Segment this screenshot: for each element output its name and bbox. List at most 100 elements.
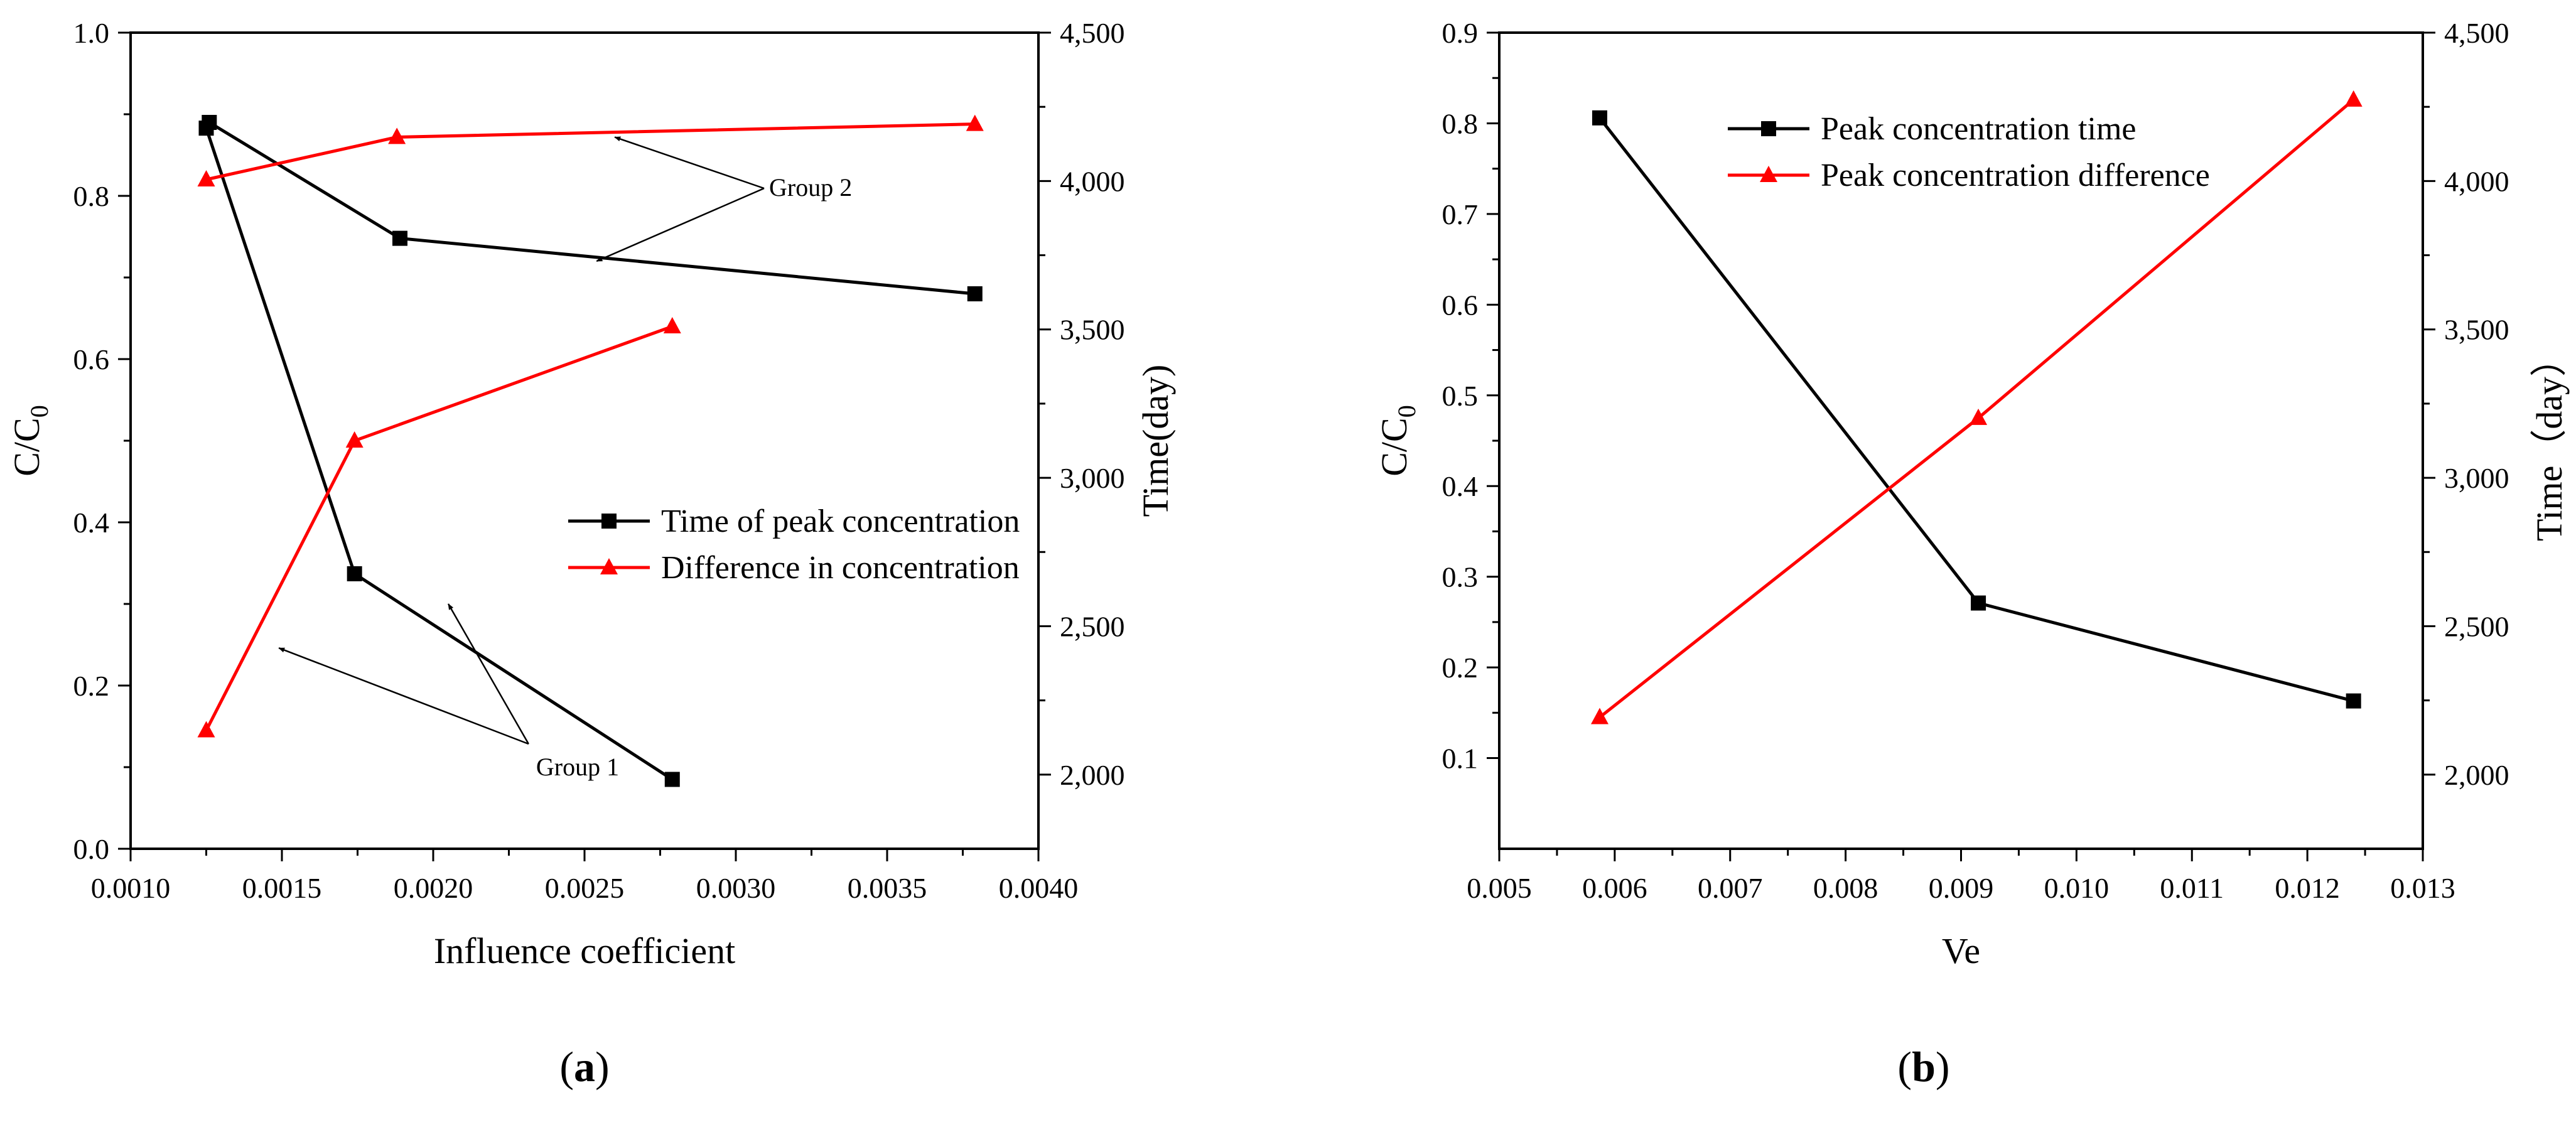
y-left-axis-label-main: C/C (6, 417, 47, 476)
panel-b: 0.005 0.006 0.007 0.008 0.009 0.010 0.011 0.012… (1374, 17, 2570, 1090)
legend-entry: Peak concentration difference (1821, 158, 2210, 193)
y-right-tick-label: 3,500 (1060, 314, 1125, 346)
y-left-tick-label: 0.3 (1442, 561, 1479, 593)
y-left-tick-label: 0.8 (73, 180, 110, 212)
y-left-tick-label: 0.4 (1442, 470, 1479, 502)
x-tick-label: 0.008 (1813, 872, 1878, 904)
y-left-tick-label: 0.7 (1442, 198, 1479, 230)
data-point-triangle (2344, 90, 2363, 107)
legend-entry: Peak concentration time (1821, 111, 2136, 147)
data-point-square (1971, 595, 1986, 611)
annotation-2: Group 1 (278, 603, 619, 781)
y-left-tick-label: 1.0 (73, 17, 110, 49)
y-right-axis-label: Time(day) (1135, 365, 1176, 517)
y-left-tick-label: 0.8 (1442, 107, 1479, 139)
x-tick-label: 0.009 (1929, 872, 1994, 904)
x-tick-label: 0.013 (2390, 872, 2455, 904)
x-tick-label: 0.0015 (242, 872, 322, 904)
y-right-tick-label: 2,000 (2444, 759, 2509, 791)
y-right-tick-label: 4,500 (2444, 17, 2509, 49)
annotation-arrow (596, 187, 765, 262)
data-point-triangle (663, 317, 681, 333)
data-point-square (664, 772, 680, 787)
legend-marker (1761, 121, 1776, 136)
series-line (205, 122, 975, 181)
x-tick-label: 0.0020 (394, 872, 473, 904)
y-right-tick-label: 2,000 (1060, 759, 1125, 791)
legend-marker (601, 514, 617, 529)
series-line (208, 121, 976, 296)
annotation-arrow (448, 603, 529, 745)
series-line (205, 127, 674, 781)
data-point-triangle (197, 170, 215, 186)
data-point-square (967, 286, 983, 301)
y-left-tick-label: 0.2 (73, 670, 110, 702)
y-right-tick-label: 4,000 (1060, 165, 1125, 197)
y-left-tick-label: 0.6 (1442, 289, 1479, 321)
data-point-square (1592, 110, 1607, 126)
annotation-arrow (614, 136, 765, 190)
y-right-tick-label: 3,000 (2444, 462, 2509, 494)
panel-label-close: ) (595, 1043, 610, 1090)
x-tick-label: 0.0035 (848, 872, 927, 904)
x-tick-label: 0.0025 (545, 872, 625, 904)
data-point-triangle (966, 114, 984, 131)
panel-label-letter: a (574, 1043, 595, 1090)
y-right-axis-label: Time（day） (2529, 340, 2570, 541)
data-point-square (392, 230, 407, 246)
y-left-tick-label: 0.0 (73, 833, 110, 865)
legend-entry: Time of peak concentration (661, 503, 1020, 539)
x-axis-label: Influence coefficient (434, 930, 735, 971)
y-left-tick-label: 0.9 (1442, 17, 1479, 49)
legend: Time of peak concentration Difference in … (568, 503, 1020, 586)
annotation-label: Group 2 (769, 173, 852, 202)
data-point-square (2346, 693, 2361, 709)
x-tick-label: 0.0040 (999, 872, 1079, 904)
x-tick-label: 0.005 (1467, 872, 1532, 904)
series-1 (1592, 110, 2361, 709)
y-left-axis-label-sub: 0 (1393, 405, 1421, 417)
y-right-tick-label: 2,500 (2444, 610, 2509, 642)
panel-label-letter: b (1912, 1043, 1936, 1090)
y-left-tick-label: 0.6 (73, 343, 110, 375)
panel-a: 0.0010 0.0015 0.0020 0.0025 0.0030 0.0035 0.00… (6, 17, 1176, 1090)
legend-marker (1760, 166, 1777, 182)
y-left-tick-label: 0.4 (73, 507, 110, 539)
data-point-triangle (197, 721, 215, 738)
legend-entry: Difference in concentration (661, 550, 1020, 586)
y-left-axis-label-sub: 0 (25, 405, 53, 417)
y-left-tick-label: 0.2 (1442, 652, 1479, 684)
series-line (1598, 117, 2354, 702)
plot-frame (1498, 31, 2424, 850)
y-right-tick-label: 3,500 (2444, 314, 2509, 346)
y-right-tick-label: 2,500 (1060, 610, 1125, 642)
panel-label-open: ( (1897, 1043, 1912, 1090)
series-2 (197, 317, 681, 738)
y-right-tick-label: 3,000 (1060, 462, 1125, 494)
data-point-square (347, 566, 362, 581)
series-2 (1590, 90, 2363, 724)
data-point-triangle (1970, 408, 1988, 425)
y-right-tick-label: 4,000 (2444, 165, 2509, 197)
series-4 (197, 114, 984, 186)
x-tick-label: 0.010 (2044, 872, 2110, 904)
y-left-tick-label: 0.1 (1442, 743, 1479, 775)
legend-marker (600, 558, 618, 574)
annotation-label: Group 1 (536, 753, 619, 781)
data-point-triangle (1590, 708, 1609, 724)
data-point-square (202, 115, 217, 130)
x-tick-label: 0.0030 (696, 872, 776, 904)
y-right-tick-label: 4,500 (1060, 17, 1125, 49)
data-point-triangle (388, 127, 406, 144)
panel-label: (b) (1897, 1043, 1949, 1090)
data-point-triangle (345, 431, 364, 448)
plot-frame (129, 31, 1040, 850)
y-left-tick-label: 0.5 (1442, 380, 1479, 412)
panel-label-close: ) (1936, 1043, 1950, 1090)
panel-label-open: ( (559, 1043, 574, 1090)
x-tick-label: 0.011 (2160, 872, 2224, 904)
x-tick-label: 0.006 (1582, 872, 1647, 904)
x-tick-label: 0.012 (2275, 872, 2340, 904)
